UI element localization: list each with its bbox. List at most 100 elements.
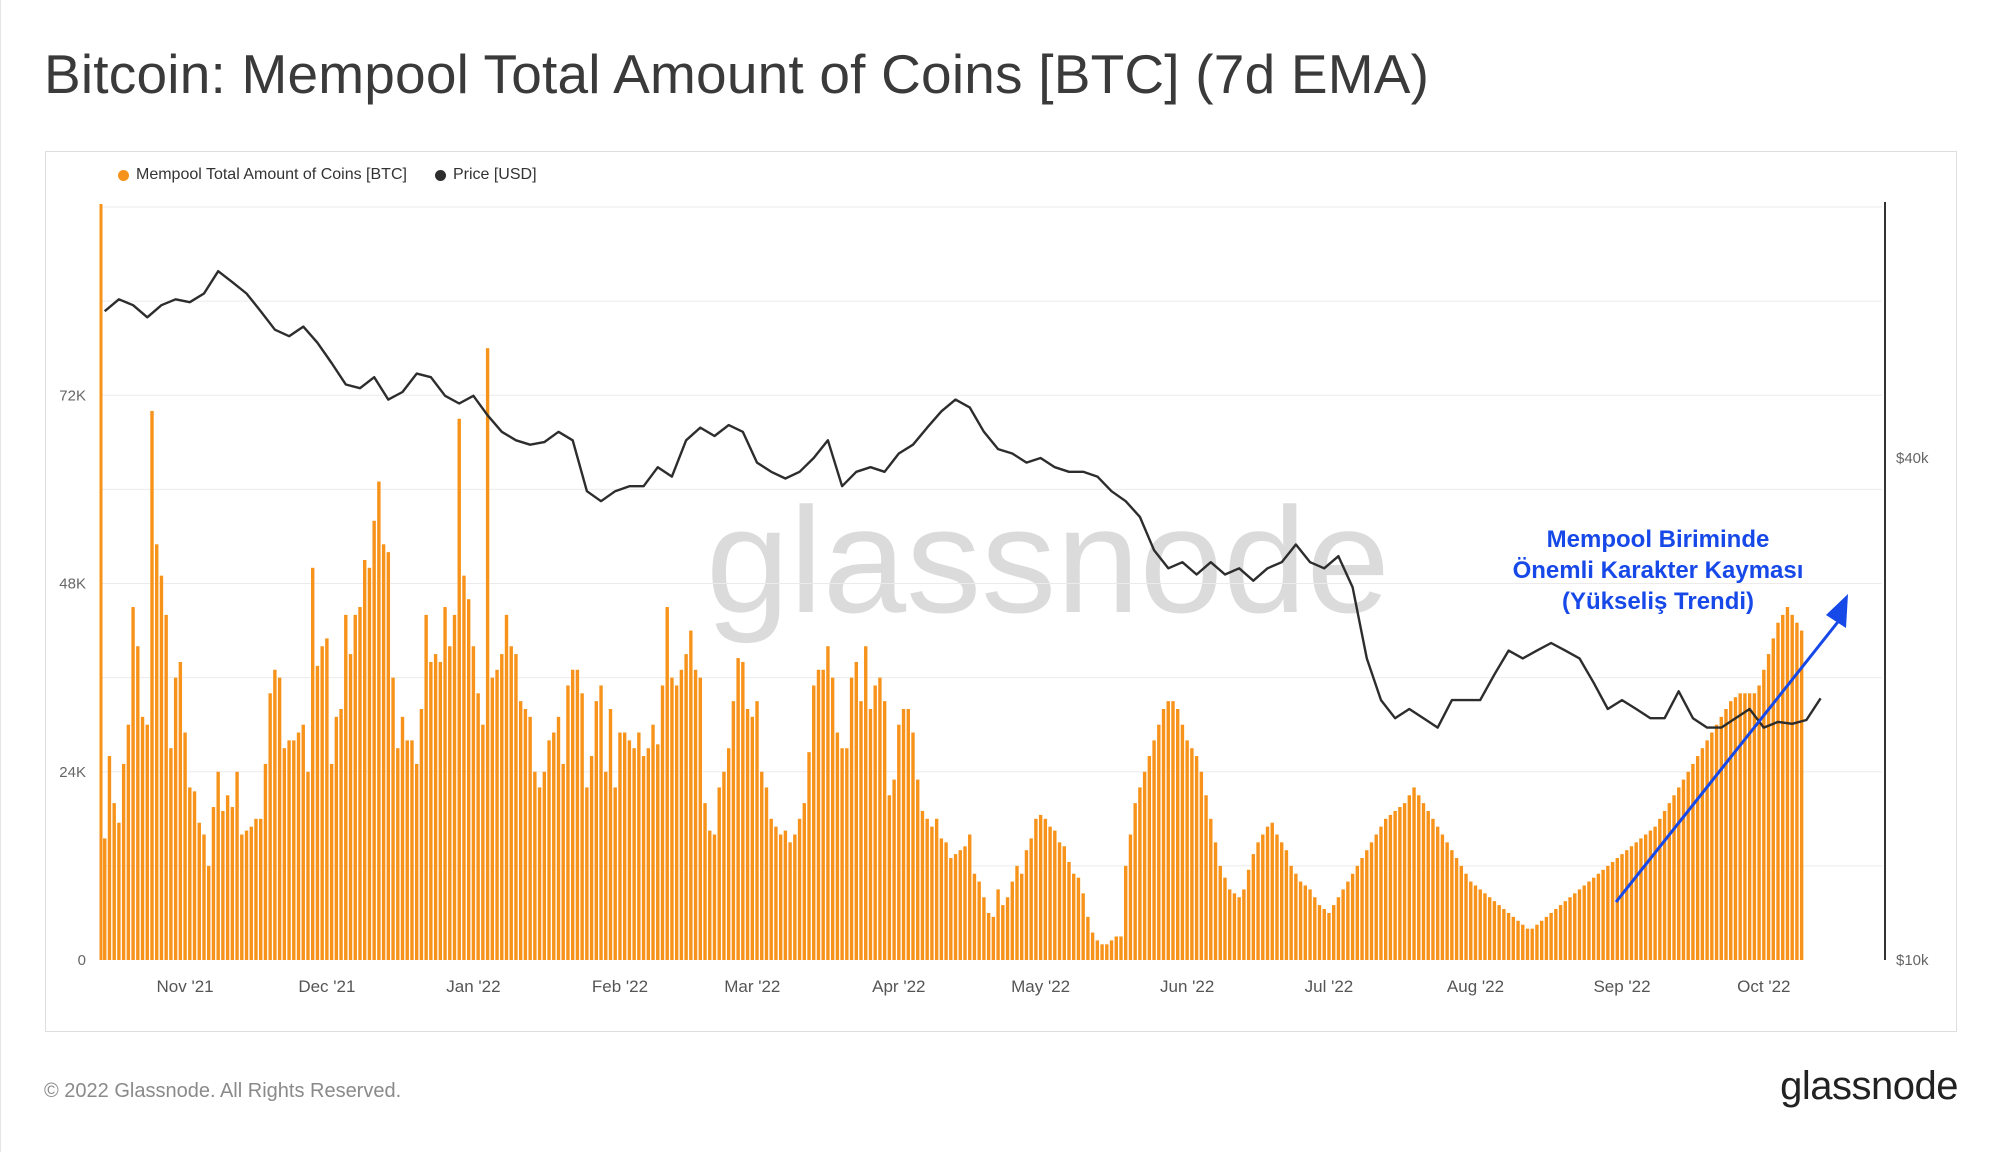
mempool-bar (703, 803, 707, 961)
mempool-bar (1265, 826, 1270, 960)
x-tick-label: Sep '22 (1593, 977, 1650, 996)
mempool-bar (561, 763, 565, 960)
mempool-bar (202, 834, 206, 960)
mempool-bar (1138, 787, 1142, 960)
mempool-bar (1558, 905, 1563, 960)
mempool-bar (1053, 830, 1057, 960)
mempool-bar (604, 771, 608, 960)
mempool-bar (1090, 932, 1095, 960)
mempool-bar (414, 763, 419, 960)
mempool-bar (1573, 893, 1577, 960)
mempool-bar (1492, 901, 1497, 960)
mempool-bar (391, 677, 395, 961)
mempool-bar (1766, 654, 1771, 960)
mempool-bar (925, 818, 929, 960)
mempool-bar (783, 830, 788, 960)
mempool-bar (1209, 818, 1213, 960)
mempool-bar (1634, 842, 1638, 960)
mempool-bar (1667, 803, 1671, 961)
mempool-bar (1535, 924, 1539, 960)
mempool-bar (1516, 920, 1520, 960)
price-line (103, 270, 1822, 729)
mempool-bar (287, 740, 291, 961)
mempool-bar (641, 756, 646, 960)
mempool-bar (731, 701, 736, 960)
mempool-bar (1204, 795, 1208, 960)
mempool-bar (750, 716, 754, 960)
mempool-bar (552, 732, 556, 960)
mempool-bar (1303, 885, 1308, 960)
mempool-bar (500, 654, 504, 960)
mempool-bar (977, 881, 981, 960)
mempool-bar (1308, 889, 1312, 960)
mempool-bar (1497, 905, 1501, 960)
mempool-bar (1568, 897, 1572, 960)
mempool-bar (1157, 724, 1161, 960)
mempool-bar (1747, 693, 1752, 960)
mempool-bar (1407, 795, 1412, 960)
mempool-bar (1445, 842, 1449, 960)
mempool-bar (1587, 881, 1591, 960)
x-tick-label: Jan '22 (446, 977, 500, 996)
mempool-bar (968, 834, 972, 960)
mempool-bar (396, 748, 400, 960)
mempool-bar (580, 693, 584, 960)
mempool-bar (589, 756, 594, 960)
mempool-bar (514, 654, 518, 960)
mempool-bar (1365, 850, 1369, 960)
mempool-bar (774, 826, 778, 960)
mempool-bar (708, 830, 712, 960)
mempool-bar (1554, 909, 1558, 960)
legend-item-mempool[interactable]: Mempool Total Amount of Coins [BTC] (118, 166, 407, 184)
x-tick-label: Feb '22 (592, 977, 648, 996)
mempool-bar (1521, 924, 1525, 960)
mempool-bar (1270, 822, 1274, 960)
mempool-bar (485, 348, 490, 960)
mempool-bar (1785, 607, 1790, 960)
mempool-bar (150, 410, 154, 960)
mempool-bar (277, 677, 282, 961)
glassnode-logo[interactable]: glassnode (1780, 1064, 1958, 1108)
mempool-bar (1256, 842, 1260, 960)
legend-item-price[interactable]: Price [USD] (434, 166, 537, 184)
mempool-bar (1724, 709, 1728, 960)
mempool-bar (585, 787, 589, 960)
mempool-bar (1691, 763, 1695, 960)
mempool-bar (1119, 936, 1123, 960)
mempool-bar (339, 709, 343, 960)
mempool-bar (1322, 909, 1326, 960)
mempool-bar (1487, 897, 1492, 960)
mempool-bar (1478, 889, 1482, 960)
mempool-bar (1686, 771, 1690, 960)
mempool-bar (618, 732, 622, 960)
mempool-bar (1530, 928, 1534, 961)
mempool-bar (1294, 873, 1298, 960)
mempool-bar (112, 803, 116, 961)
y-right-tick-label: $10k (1896, 952, 1929, 969)
mempool-bar (348, 654, 353, 960)
mempool-bar (944, 842, 948, 960)
mempool-bar (892, 779, 896, 960)
mempool-bar (1459, 865, 1464, 961)
mempool-bar (570, 669, 575, 960)
mempool-bar (656, 744, 660, 960)
mempool-bar (1643, 834, 1648, 960)
mempool-bar (1289, 865, 1293, 961)
mempool-bar (665, 607, 669, 960)
mempool-bar (1799, 630, 1804, 960)
mempool-bar (1549, 912, 1553, 960)
mempool-bar (405, 740, 409, 961)
mempool-bar (849, 677, 854, 961)
mempool-bar (788, 842, 792, 960)
mempool-bar (1591, 877, 1596, 960)
mempool-bar (466, 599, 471, 960)
mempool-bar (1402, 803, 1407, 961)
mempool-bar (353, 614, 357, 961)
mempool-bar (1109, 940, 1114, 960)
chart-title: Bitcoin: Mempool Total Amount of Coins [… (44, 43, 1430, 105)
mempool-bar (1199, 771, 1204, 960)
mempool-bar (518, 701, 523, 960)
mempool-bar (906, 709, 910, 960)
mempool-bar (273, 669, 277, 960)
mempool-bar (1473, 885, 1478, 960)
